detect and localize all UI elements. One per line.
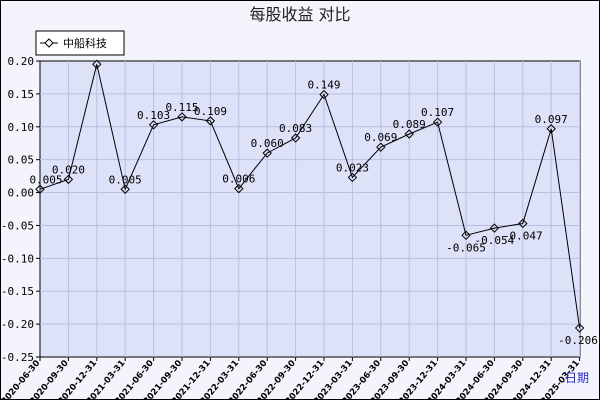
y-tick-label: 0.20	[8, 55, 35, 68]
data-point	[319, 89, 329, 100]
data-point	[63, 174, 74, 185]
data-label: 0.083	[279, 122, 312, 135]
data-label: 0.060	[251, 137, 284, 150]
y-tick-label: 0.05	[8, 154, 35, 167]
data-label: 0.097	[535, 113, 568, 126]
chart-title: 每股收益 对比	[249, 5, 350, 24]
data-point	[432, 117, 443, 127]
data-label: 0.109	[194, 105, 227, 118]
series-line	[39, 64, 581, 329]
legend: 中船科技	[35, 30, 125, 56]
y-tick-label: -0.15	[1, 285, 34, 298]
data-label: -0.047	[503, 229, 543, 242]
data-labels: 0.0050.0200.0050.1030.1150.1090.0060.060…	[29, 79, 597, 348]
data-point	[262, 148, 272, 158]
y-tick-label: -0.25	[1, 351, 34, 364]
x-axis: 2020-06-302020-09-302020-12-312021-03-31…	[0, 357, 582, 400]
x-axis-title: 日期	[565, 371, 589, 385]
data-label: 0.149	[307, 79, 340, 92]
data-label: 0.005	[29, 173, 62, 186]
data-point	[546, 124, 556, 134]
data-label: -0.206	[558, 334, 598, 347]
data-label: 0.020	[52, 163, 85, 176]
data-label: 0.103	[137, 109, 170, 122]
plot-area	[39, 60, 581, 358]
data-point	[35, 184, 45, 194]
data-point	[92, 59, 102, 69]
data-point	[518, 218, 528, 229]
grid-lines	[40, 61, 581, 357]
series-layer	[35, 59, 585, 333]
data-point	[376, 142, 386, 152]
data-point	[120, 184, 130, 194]
legend-label: 中船科技	[63, 36, 107, 50]
data-label: 0.107	[421, 106, 454, 119]
data-label: -0.065	[446, 241, 486, 254]
data-label: 0.069	[364, 131, 397, 144]
y-tick-label: 0.15	[8, 88, 35, 101]
data-point	[290, 133, 301, 143]
y-tick-label: -0.05	[1, 219, 34, 232]
data-point	[234, 183, 244, 194]
y-tick-label: -0.10	[1, 252, 34, 265]
data-label: 0.023	[336, 161, 369, 174]
legend-marker-icon	[44, 38, 54, 48]
y-tick-label: 0.10	[8, 121, 35, 134]
data-point	[489, 223, 500, 233]
data-label: 0.115	[165, 101, 198, 114]
data-point	[177, 112, 187, 122]
data-label: 0.005	[109, 173, 142, 186]
data-point	[404, 129, 414, 139]
data-label: 0.006	[222, 173, 255, 186]
data-point	[205, 116, 216, 126]
y-tick-label: 0.00	[8, 187, 35, 200]
data-point	[347, 172, 358, 183]
data-point	[461, 230, 471, 241]
data-point	[148, 120, 159, 130]
data-label: 0.089	[393, 118, 426, 131]
data-label: -0.054	[475, 234, 515, 247]
y-tick-label: -0.20	[1, 318, 34, 331]
data-point	[574, 323, 585, 333]
y-axis: 0.20 0.15 0.10 0.05 0.00 -0.05 -0.10 -0.15 -0.20…	[1, 55, 40, 364]
